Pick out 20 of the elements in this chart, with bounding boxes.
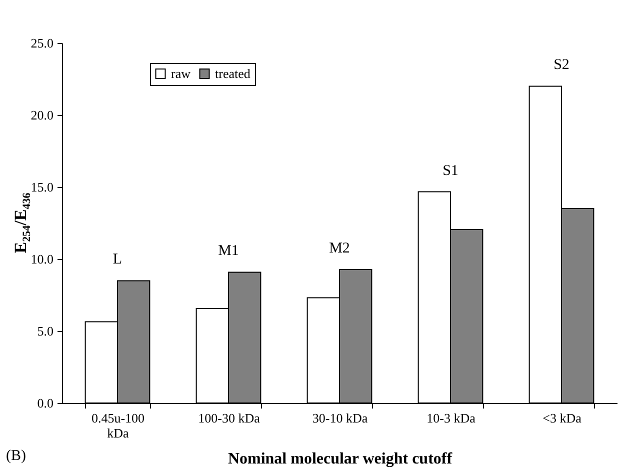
- x-axis-title: Nominal molecular weight cutoff: [228, 450, 453, 468]
- y-tick-label: 5.0: [37, 324, 54, 338]
- annotation: S1: [442, 162, 458, 179]
- y-tick-label: 15.0: [30, 180, 54, 194]
- x-tick-label: 0.45u-100 kDa: [91, 410, 145, 440]
- x-tick-label: 30-10 kDa: [312, 410, 368, 426]
- x-tick-label: 10-3 kDa: [426, 410, 476, 426]
- y-tick-label: 25.0: [30, 36, 54, 50]
- text: (B): [6, 448, 26, 465]
- x-tick-label: 100-30 kDa: [198, 410, 260, 426]
- annotation: M2: [329, 240, 350, 257]
- y-tick-label: 10.0: [30, 252, 54, 266]
- legend-label: treated: [215, 66, 251, 81]
- legend-label: raw: [171, 66, 192, 81]
- annotation: M1: [218, 243, 239, 260]
- y-tick-label: 0.0: [37, 396, 54, 410]
- x-tick-label: <3 kDa: [542, 410, 582, 426]
- annotation: L: [112, 252, 122, 268]
- annotation: S2: [554, 57, 570, 74]
- y-tick-label: 20.0: [30, 108, 54, 122]
